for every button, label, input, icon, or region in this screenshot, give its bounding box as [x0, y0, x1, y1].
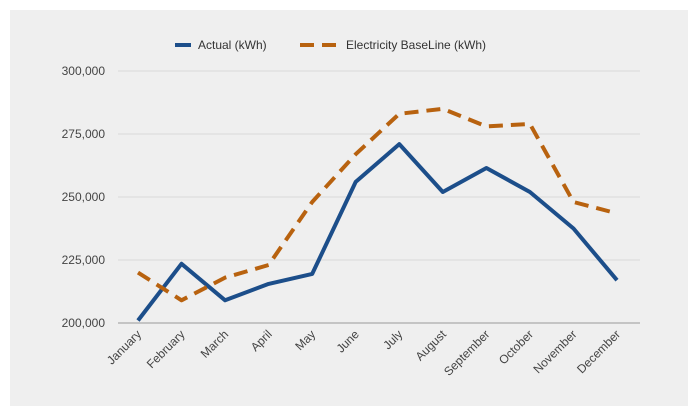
data-point-actual — [136, 318, 140, 322]
series-line-baseline — [136, 106, 618, 303]
legend-label-baseline: Electricity BaseLine (kWh) — [346, 38, 486, 52]
legend-label-actual: Actual (kWh) — [198, 38, 267, 52]
chart-background — [10, 10, 688, 406]
data-point-actual — [484, 166, 488, 170]
y-tick-label: 225,000 — [62, 253, 106, 267]
y-tick-label: 200,000 — [62, 316, 106, 330]
data-point-actual — [267, 282, 271, 286]
data-point-baseline — [397, 112, 401, 116]
data-point-actual — [615, 278, 619, 282]
data-point-actual — [180, 262, 184, 266]
data-point-baseline — [310, 200, 314, 204]
data-point-actual — [310, 272, 314, 276]
data-point-actual — [397, 142, 401, 146]
data-point-baseline — [354, 152, 358, 156]
data-point-actual — [441, 190, 445, 194]
data-point-actual — [354, 180, 358, 184]
data-point-actual — [223, 298, 227, 302]
data-point-baseline — [528, 122, 532, 126]
data-point-baseline — [441, 107, 445, 111]
legend: Actual (kWh) Electricity BaseLine (kWh) — [175, 38, 486, 52]
y-tick-label: 250,000 — [62, 190, 106, 204]
data-point-baseline — [267, 263, 271, 267]
data-point-baseline — [136, 271, 140, 275]
data-point-baseline — [615, 211, 619, 215]
y-tick-label: 300,000 — [62, 64, 106, 78]
data-point-baseline — [571, 200, 575, 204]
data-point-baseline — [223, 276, 227, 280]
series-line-actual — [136, 142, 619, 322]
data-point-baseline — [484, 124, 488, 128]
data-point-actual — [528, 190, 532, 194]
data-point-baseline — [180, 298, 184, 302]
data-point-actual — [571, 227, 575, 231]
y-tick-label: 275,000 — [62, 127, 106, 141]
